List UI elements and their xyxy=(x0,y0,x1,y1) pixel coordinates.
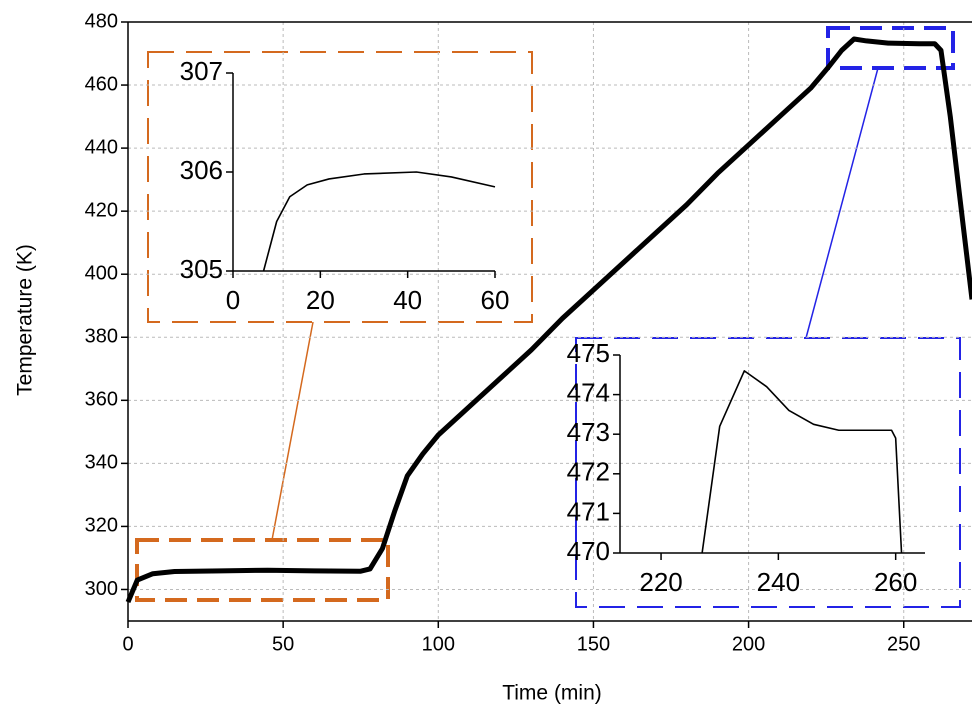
zoom-frame xyxy=(575,337,961,608)
zoom-frame xyxy=(826,26,955,70)
x-tick-label: 20 xyxy=(306,285,335,315)
y-tick-label: 472 xyxy=(567,457,610,487)
data-line xyxy=(125,36,972,604)
y-tick-label: 307 xyxy=(180,56,223,86)
y-tick-label: 474 xyxy=(567,377,610,407)
x-tick-label: 200 xyxy=(732,633,765,655)
x-tick-label: 50 xyxy=(272,633,294,655)
y-tick-label: 473 xyxy=(567,417,610,447)
data-line xyxy=(701,370,903,554)
zoom-frame xyxy=(147,51,533,323)
connector xyxy=(805,67,879,339)
y-tick-label: 480 xyxy=(85,10,118,32)
x-tick-label: 250 xyxy=(887,633,920,655)
y-tick-label: 471 xyxy=(567,496,610,526)
y-tick-label: 320 xyxy=(85,515,118,537)
y-tick-label: 440 xyxy=(85,136,118,158)
y-tick-label: 340 xyxy=(85,452,118,474)
y-tick-label: 305 xyxy=(180,254,223,284)
y-tick-label: 300 xyxy=(85,578,118,600)
y-tick-label: 306 xyxy=(180,155,223,185)
zoom-frame xyxy=(135,538,390,602)
x-tick-label: 220 xyxy=(639,567,682,597)
x-tick-label: 150 xyxy=(577,633,610,655)
y-tick-label: 470 xyxy=(567,536,610,566)
y-tick-label: 475 xyxy=(567,338,610,368)
data-line xyxy=(262,171,496,272)
x-tick-label: 240 xyxy=(757,567,800,597)
y-tick-label: 420 xyxy=(85,199,118,221)
connector xyxy=(271,321,314,541)
x-tick-label: 0 xyxy=(122,633,133,655)
y-tick-label: 360 xyxy=(85,389,118,411)
y-tick-label: 460 xyxy=(85,73,118,95)
x-tick-label: 60 xyxy=(481,285,510,315)
x-tick-label: 0 xyxy=(226,285,240,315)
y-axis-label: Temperature (K) xyxy=(14,244,37,396)
y-tick-label: 400 xyxy=(85,262,118,284)
zoom-annotations xyxy=(135,26,961,608)
y-tick-label: 380 xyxy=(85,326,118,348)
x-tick-label: 260 xyxy=(874,567,917,597)
x-axis-label: Time (min) xyxy=(502,682,602,705)
x-tick-label: 40 xyxy=(393,285,422,315)
x-tick-label: 100 xyxy=(422,633,455,655)
